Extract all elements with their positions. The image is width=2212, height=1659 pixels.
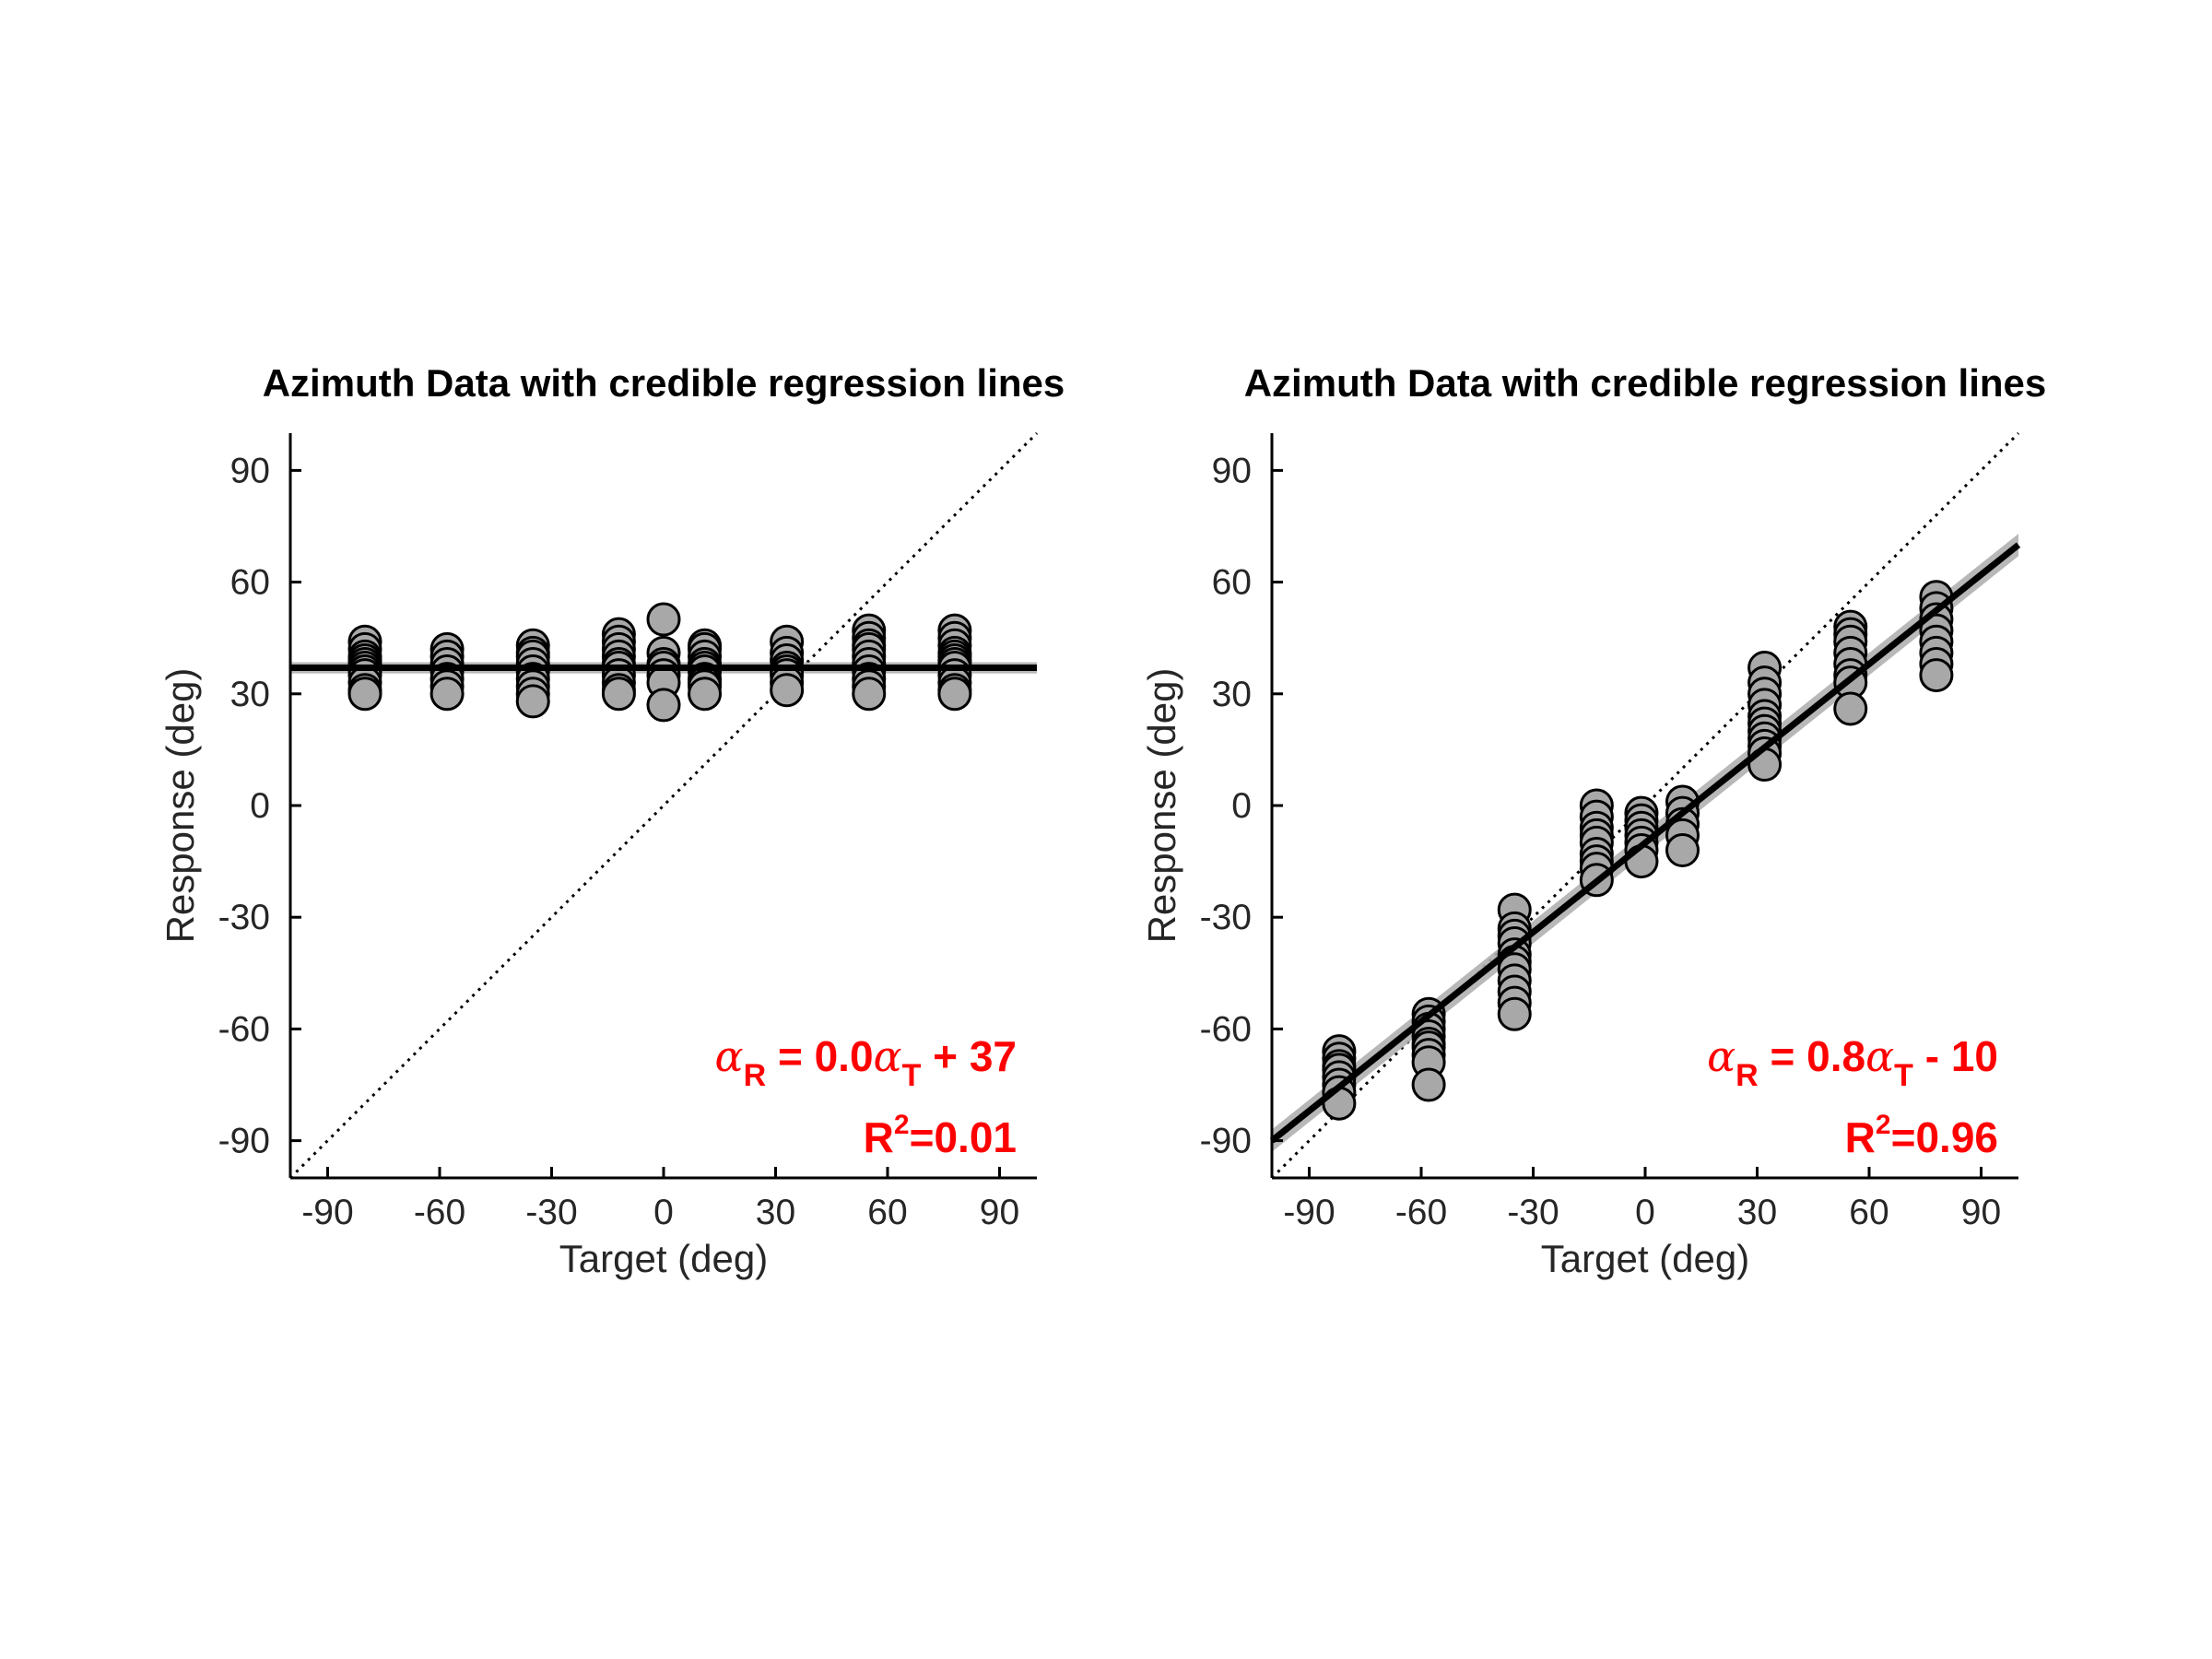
data-point: [770, 673, 805, 708]
data-point: [937, 677, 972, 712]
identity-line: [288, 431, 1039, 1180]
subscript-t: T: [1894, 1058, 1913, 1093]
data-point: [1411, 1067, 1446, 1102]
subscript-r: R: [1735, 1058, 1759, 1093]
x-tick-label: -30: [525, 1193, 577, 1232]
equation-coefficient: = 0.8: [1759, 1032, 1865, 1080]
subscript-r: R: [744, 1058, 767, 1093]
r-base: R: [1845, 1113, 1876, 1161]
equation-intercept: + 37: [921, 1032, 1017, 1080]
data-point: [1919, 658, 1954, 693]
r-superscript: 2: [1876, 1110, 1891, 1140]
r-squared-value: =0.96: [1891, 1113, 1998, 1161]
r-base: R: [864, 1113, 894, 1161]
x-tick-label: -60: [414, 1193, 465, 1232]
data-point: [646, 688, 681, 723]
alpha-symbol: α: [715, 1031, 744, 1081]
y-tick-label: -60: [1200, 1009, 1252, 1049]
regression-equation: αR = 0.8αT - 10: [1707, 1031, 1998, 1093]
y-tick-label: -90: [1200, 1122, 1252, 1161]
y-tick-label: 90: [230, 451, 270, 490]
left-panel: -90 -60 -30 0 30 60 90 90 60 30 0 -30 -60 -90 Azimuth …: [159, 361, 1065, 1280]
y-tick-label: 30: [230, 675, 270, 714]
x-tick-label: 0: [653, 1193, 674, 1232]
x-tick-label: -30: [1507, 1193, 1559, 1232]
data-point: [1665, 832, 1700, 867]
identity-line: [1270, 431, 2020, 1180]
y-tick-label: 0: [1231, 786, 1252, 826]
y-tick-label: 60: [1212, 563, 1252, 603]
data-point: [515, 684, 550, 719]
y-tick-label: 30: [1212, 675, 1252, 714]
chart-title: Azimuth Data with credible regression li…: [263, 361, 1065, 405]
y-tick-label: 90: [1212, 451, 1252, 490]
x-tick-label: 60: [1849, 1193, 1888, 1232]
x-axis-label: Target (deg): [1541, 1237, 1749, 1280]
data-point: [1497, 996, 1532, 1031]
data-point: [852, 677, 887, 712]
equation-coefficient: = 0.0: [766, 1032, 873, 1080]
y-axis-label: Response (deg): [159, 668, 202, 944]
x-axis-label: Target (deg): [559, 1237, 768, 1280]
y-tick-label: -90: [218, 1122, 270, 1161]
r-squared: R2=0.96: [1845, 1110, 1998, 1161]
data-point: [646, 602, 681, 637]
y-axis-label: Response (deg): [1140, 668, 1183, 944]
y-tick-label: -60: [218, 1009, 270, 1049]
data-point: [347, 677, 382, 712]
r-superscript: 2: [894, 1110, 910, 1140]
alpha-symbol: α: [1707, 1031, 1735, 1081]
alpha-symbol: α: [1865, 1031, 1894, 1081]
x-tick-label: 30: [756, 1193, 795, 1232]
regression-equation: αR = 0.0αT + 37: [715, 1031, 1017, 1093]
x-tick-label: 30: [1737, 1193, 1777, 1232]
x-tick-label: 0: [1635, 1193, 1655, 1232]
r-squared-value: =0.01: [910, 1113, 1017, 1161]
x-tick-label: 90: [980, 1193, 1019, 1232]
y-tick-label: -30: [218, 898, 270, 937]
data-point: [688, 677, 723, 712]
regression-line: [1269, 542, 2021, 1144]
subscript-t: T: [902, 1058, 922, 1093]
y-tick-label: 60: [230, 563, 270, 603]
data-point: [1833, 691, 1868, 726]
y-tick-label: 0: [250, 786, 270, 826]
r-squared: R2=0.01: [864, 1110, 1017, 1161]
y-tick-label: -30: [1200, 898, 1252, 937]
x-tick-label: -90: [301, 1193, 353, 1232]
x-tick-label: 60: [867, 1193, 907, 1232]
x-tick-label: 90: [1961, 1193, 2001, 1232]
alpha-symbol: α: [874, 1031, 902, 1081]
x-tick-label: -60: [1395, 1193, 1447, 1232]
data-point: [601, 677, 636, 712]
right-panel: -90 -60 -30 0 30 60 90 90 60 30 0 -30 -60 -90 Azimuth …: [1140, 361, 2046, 1280]
data-point: [429, 677, 465, 712]
equation-intercept: - 10: [1913, 1032, 1998, 1080]
x-tick-label: -90: [1283, 1193, 1335, 1232]
chart-title: Azimuth Data with credible regression li…: [1244, 361, 2047, 405]
